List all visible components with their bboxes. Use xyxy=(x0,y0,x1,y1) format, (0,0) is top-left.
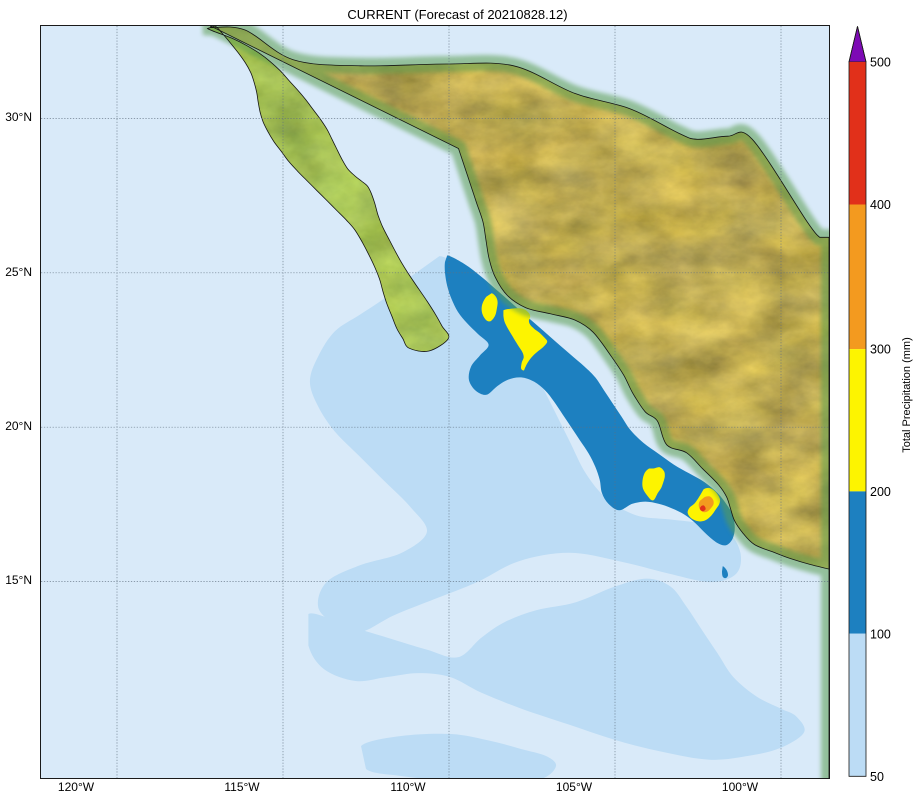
svg-text:400: 400 xyxy=(870,198,891,212)
svg-text:50: 50 xyxy=(870,770,884,784)
svg-text:500: 500 xyxy=(870,56,891,70)
svg-text:200: 200 xyxy=(870,485,891,499)
svg-text:100: 100 xyxy=(870,627,891,641)
svg-text:300: 300 xyxy=(870,343,891,357)
